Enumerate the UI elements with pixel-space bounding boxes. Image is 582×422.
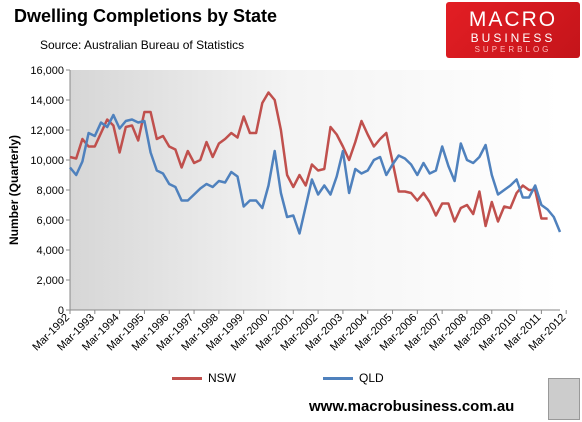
macrobusiness-logo: MACRO BUSINESS SUPERBLOG — [446, 2, 580, 58]
y-tick-label: 2,000 — [36, 275, 64, 287]
series-line-nsw — [69, 91, 548, 228]
y-tick-label: 12,000 — [30, 125, 64, 137]
x-axis: Mar-1992Mar-1993Mar-1994Mar-1995Mar-1996… — [30, 309, 568, 353]
logo-line-2: BUSINESS — [470, 31, 556, 45]
legend-label-nsw: NSW — [208, 371, 236, 385]
y-tick-label: 6,000 — [36, 215, 64, 227]
y-tick-label: 16,000 — [30, 65, 64, 77]
y-tick-label: 8,000 — [36, 185, 64, 197]
logo-line-3: SUPERBLOG — [474, 45, 552, 54]
y-tick-label: 10,000 — [30, 155, 64, 167]
y-tick-label: 0 — [58, 305, 64, 317]
logo-line-1: MACRO — [468, 8, 558, 31]
legend-item-nsw: NSW — [172, 371, 236, 385]
series-group — [69, 91, 562, 235]
chart-title: Dwelling Completions by State — [14, 6, 278, 26]
series-line-qld — [69, 113, 562, 235]
legend-swatch-qld — [323, 376, 353, 380]
legend-swatch-nsw — [172, 376, 202, 380]
y-axis-label: Number (Quarterly) — [7, 135, 21, 245]
y-tick-label: 4,000 — [36, 245, 64, 257]
wolf-logo-icon — [548, 378, 580, 420]
footer-url: www.macrobusiness.com.au — [309, 398, 515, 415]
legend-item-qld: QLD — [323, 371, 384, 385]
y-tick-label: 14,000 — [30, 95, 64, 107]
chart-source: Source: Australian Bureau of Statistics — [40, 38, 245, 52]
legend-label-qld: QLD — [359, 371, 384, 385]
y-axis: 0 2,000 4,000 6,000 8,000 10,000 12,000 14,000 1… — [30, 65, 71, 317]
